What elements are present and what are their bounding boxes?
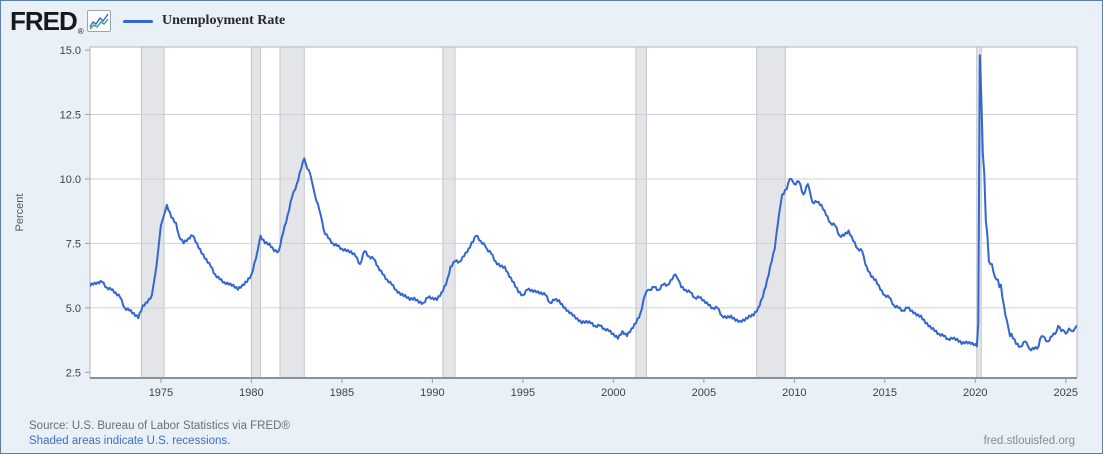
source-attribution: Source: U.S. Bureau of Labor Statistics …: [29, 420, 290, 432]
x-tick-label: 2010: [782, 387, 806, 399]
recession-band: [635, 46, 647, 379]
x-tick-label: 2000: [601, 387, 625, 399]
y-tick-label: 10.0: [60, 174, 81, 186]
unemployment-rate-line: [90, 54, 1077, 352]
x-tick-label: 2015: [873, 387, 897, 399]
x-tick-label: 2005: [692, 387, 716, 399]
x-tick-label: 2020: [963, 387, 987, 399]
legend-line-swatch: [123, 19, 153, 23]
recession-band: [250, 46, 261, 379]
chart-header: FRED® Unemployment Rate: [1, 1, 1102, 45]
y-tick-label: 5.0: [66, 303, 81, 315]
fred-site-link[interactable]: fred.stlouisfed.org: [983, 435, 1075, 447]
y-tick-label: 12.5: [60, 110, 81, 122]
fred-logo-registered-mark: ®: [77, 27, 84, 36]
x-tick-label: 1980: [239, 387, 263, 399]
recession-note-link[interactable]: Shaded areas indicate U.S. recessions.: [29, 435, 231, 447]
fred-logo-text: FRED: [10, 6, 78, 36]
x-tick-label: 1985: [330, 387, 354, 399]
recession-band: [279, 46, 305, 379]
fred-logo[interactable]: FRED®: [10, 6, 84, 41]
y-tick-label: 7.5: [66, 238, 81, 250]
recession-band: [442, 46, 456, 379]
y-tick-label: 2.5: [66, 367, 81, 379]
legend-label: Unemployment Rate: [162, 13, 286, 28]
y-axis-title: Percent: [14, 194, 26, 232]
series-legend[interactable]: Unemployment Rate: [123, 13, 285, 29]
recession-band: [756, 46, 786, 379]
x-tick-label: 1995: [511, 387, 535, 399]
x-tick-label: 1975: [149, 387, 173, 399]
x-tick-label: 1990: [420, 387, 444, 399]
x-tick-label: 2025: [1054, 387, 1078, 399]
recession-band: [140, 46, 165, 379]
y-tick-label: 15.0: [60, 45, 81, 57]
fred-sparkline-icon[interactable]: [87, 10, 111, 32]
